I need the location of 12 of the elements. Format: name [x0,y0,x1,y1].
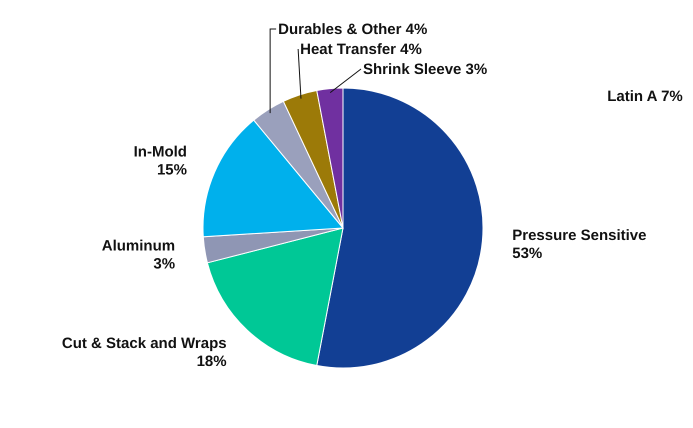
data-label: 53% [512,245,542,262]
data-label: 18% [196,352,227,370]
data-label: 15% [156,161,187,178]
slice-label: Shrink Sleeve 3% [363,61,488,78]
slice-label: Pressure Sensitive [512,227,646,244]
slice-label: In-Mold [134,143,187,160]
data-label: 3% [153,256,176,273]
slice-label: Heat Transfer 4% [300,41,422,58]
slice-label: Cut & Stack and Wraps [62,334,227,352]
text: Latin A 7% [606,88,684,105]
slice-label: Durables & Other 4% [278,21,428,38]
slice-label: Aluminum [102,238,176,255]
